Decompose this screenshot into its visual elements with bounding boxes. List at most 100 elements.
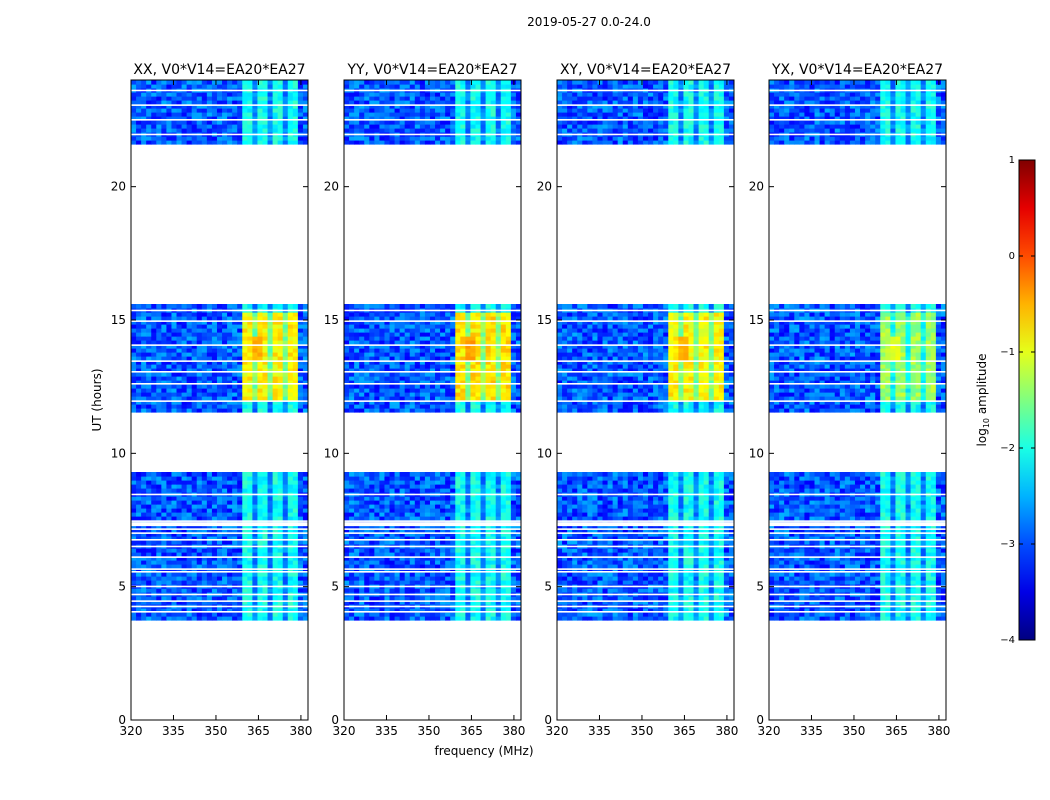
heatmap-cell xyxy=(450,580,456,585)
heatmap-cell xyxy=(292,500,299,505)
heatmap-cell xyxy=(252,524,259,529)
heatmap-cell xyxy=(424,396,431,401)
heatmap-cell xyxy=(369,384,375,389)
heatmap-cell xyxy=(151,512,157,517)
heatmap-cell xyxy=(490,516,497,521)
heatmap-cell xyxy=(232,356,238,361)
heatmap-cell xyxy=(297,356,304,361)
heatmap-cell xyxy=(242,80,248,85)
heatmap-cell xyxy=(136,96,142,101)
heatmap-cell xyxy=(196,80,203,85)
heatmap-cell xyxy=(344,612,350,617)
heatmap-cell xyxy=(247,524,253,529)
heatmap-cell xyxy=(354,324,360,329)
heatmap-cell xyxy=(242,588,248,593)
heatmap-cell xyxy=(445,324,451,329)
heatmap-cell xyxy=(282,348,289,353)
heatmap-cell xyxy=(465,360,472,365)
heatmap-cell xyxy=(206,372,213,377)
heatmap-cell xyxy=(404,332,411,337)
heatmap-cell xyxy=(485,540,492,545)
heatmap-cell xyxy=(424,548,431,553)
heatmap-cell xyxy=(206,316,213,321)
heatmap-cell xyxy=(414,552,421,557)
heatmap-cell xyxy=(460,512,466,517)
heatmap-cell xyxy=(267,360,274,365)
heatmap-cell xyxy=(374,612,380,617)
heatmap-cell xyxy=(490,552,497,557)
heatmap-cell xyxy=(500,580,507,585)
heatmap-cell xyxy=(151,504,157,509)
heatmap-cell xyxy=(257,576,264,581)
heatmap-cell xyxy=(222,500,228,505)
heatmap-cell xyxy=(359,580,365,585)
heatmap-cell xyxy=(181,516,188,521)
heatmap-cell xyxy=(282,344,289,349)
heatmap-cell xyxy=(510,504,517,509)
heatmap-cell xyxy=(409,400,416,405)
heatmap-cell xyxy=(359,320,365,325)
heatmap-cell xyxy=(292,384,299,389)
heatmap-cell xyxy=(171,496,178,501)
heatmap-cell xyxy=(359,332,365,337)
heatmap-cell xyxy=(186,528,193,533)
heatmap-cell xyxy=(176,404,183,409)
heatmap-cell xyxy=(515,568,521,573)
heatmap-cell xyxy=(359,472,365,477)
heatmap-cell xyxy=(465,528,472,533)
heatmap-cell xyxy=(201,100,208,105)
heatmap-cell xyxy=(455,392,461,397)
heatmap-cell xyxy=(136,476,142,481)
heatmap-cell xyxy=(216,316,223,321)
heatmap-cell xyxy=(369,600,375,605)
x-tick-label: 365 xyxy=(247,724,270,738)
heatmap-cell xyxy=(429,500,436,505)
heatmap-cell xyxy=(384,496,391,501)
heatmap-cell xyxy=(419,548,426,553)
heatmap-cell xyxy=(282,112,289,117)
heatmap-cell xyxy=(287,356,294,361)
heatmap-cell xyxy=(267,136,274,141)
heatmap-cell xyxy=(404,472,411,477)
heatmap-cell xyxy=(297,532,304,537)
heatmap-cell xyxy=(191,476,198,481)
heatmap-cell xyxy=(247,356,253,361)
heatmap-cell xyxy=(374,348,380,353)
heatmap-cell xyxy=(287,504,294,509)
heatmap-cell xyxy=(495,524,502,529)
heatmap-cell xyxy=(191,504,198,509)
heatmap-cell xyxy=(369,528,375,533)
heatmap-cell xyxy=(440,508,446,513)
heatmap-cell xyxy=(389,524,396,529)
heatmap-cell xyxy=(267,608,274,613)
heatmap-cell xyxy=(282,512,289,517)
heatmap-cell xyxy=(435,588,441,593)
heatmap-cell xyxy=(277,552,284,557)
heatmap-cell xyxy=(227,516,233,521)
heatmap-cell xyxy=(450,536,456,541)
heatmap-cell xyxy=(151,312,157,317)
heatmap-cell xyxy=(252,488,259,493)
heatmap-cell xyxy=(470,332,477,337)
heatmap-cell xyxy=(232,532,238,537)
heatmap-cell xyxy=(500,484,507,489)
heatmap-cell xyxy=(146,504,152,509)
heatmap-cell xyxy=(186,508,193,513)
heatmap-cell xyxy=(247,572,253,577)
heatmap-cell xyxy=(429,528,436,533)
heatmap-cell xyxy=(232,328,238,333)
heatmap-cell xyxy=(354,384,360,389)
heatmap-cell xyxy=(344,392,350,397)
heatmap-cell xyxy=(364,532,370,537)
heatmap-cell xyxy=(277,348,284,353)
heatmap-cell xyxy=(409,352,416,357)
heatmap-cell xyxy=(495,488,502,493)
heatmap-cell xyxy=(237,336,243,341)
heatmap-cell xyxy=(485,608,492,613)
heatmap-cell xyxy=(227,536,233,541)
heatmap-cell xyxy=(186,348,193,353)
heatmap-cell xyxy=(394,400,401,405)
heatmap-cell xyxy=(404,568,411,573)
heatmap-cell xyxy=(344,528,350,533)
heatmap-cell xyxy=(146,516,152,521)
